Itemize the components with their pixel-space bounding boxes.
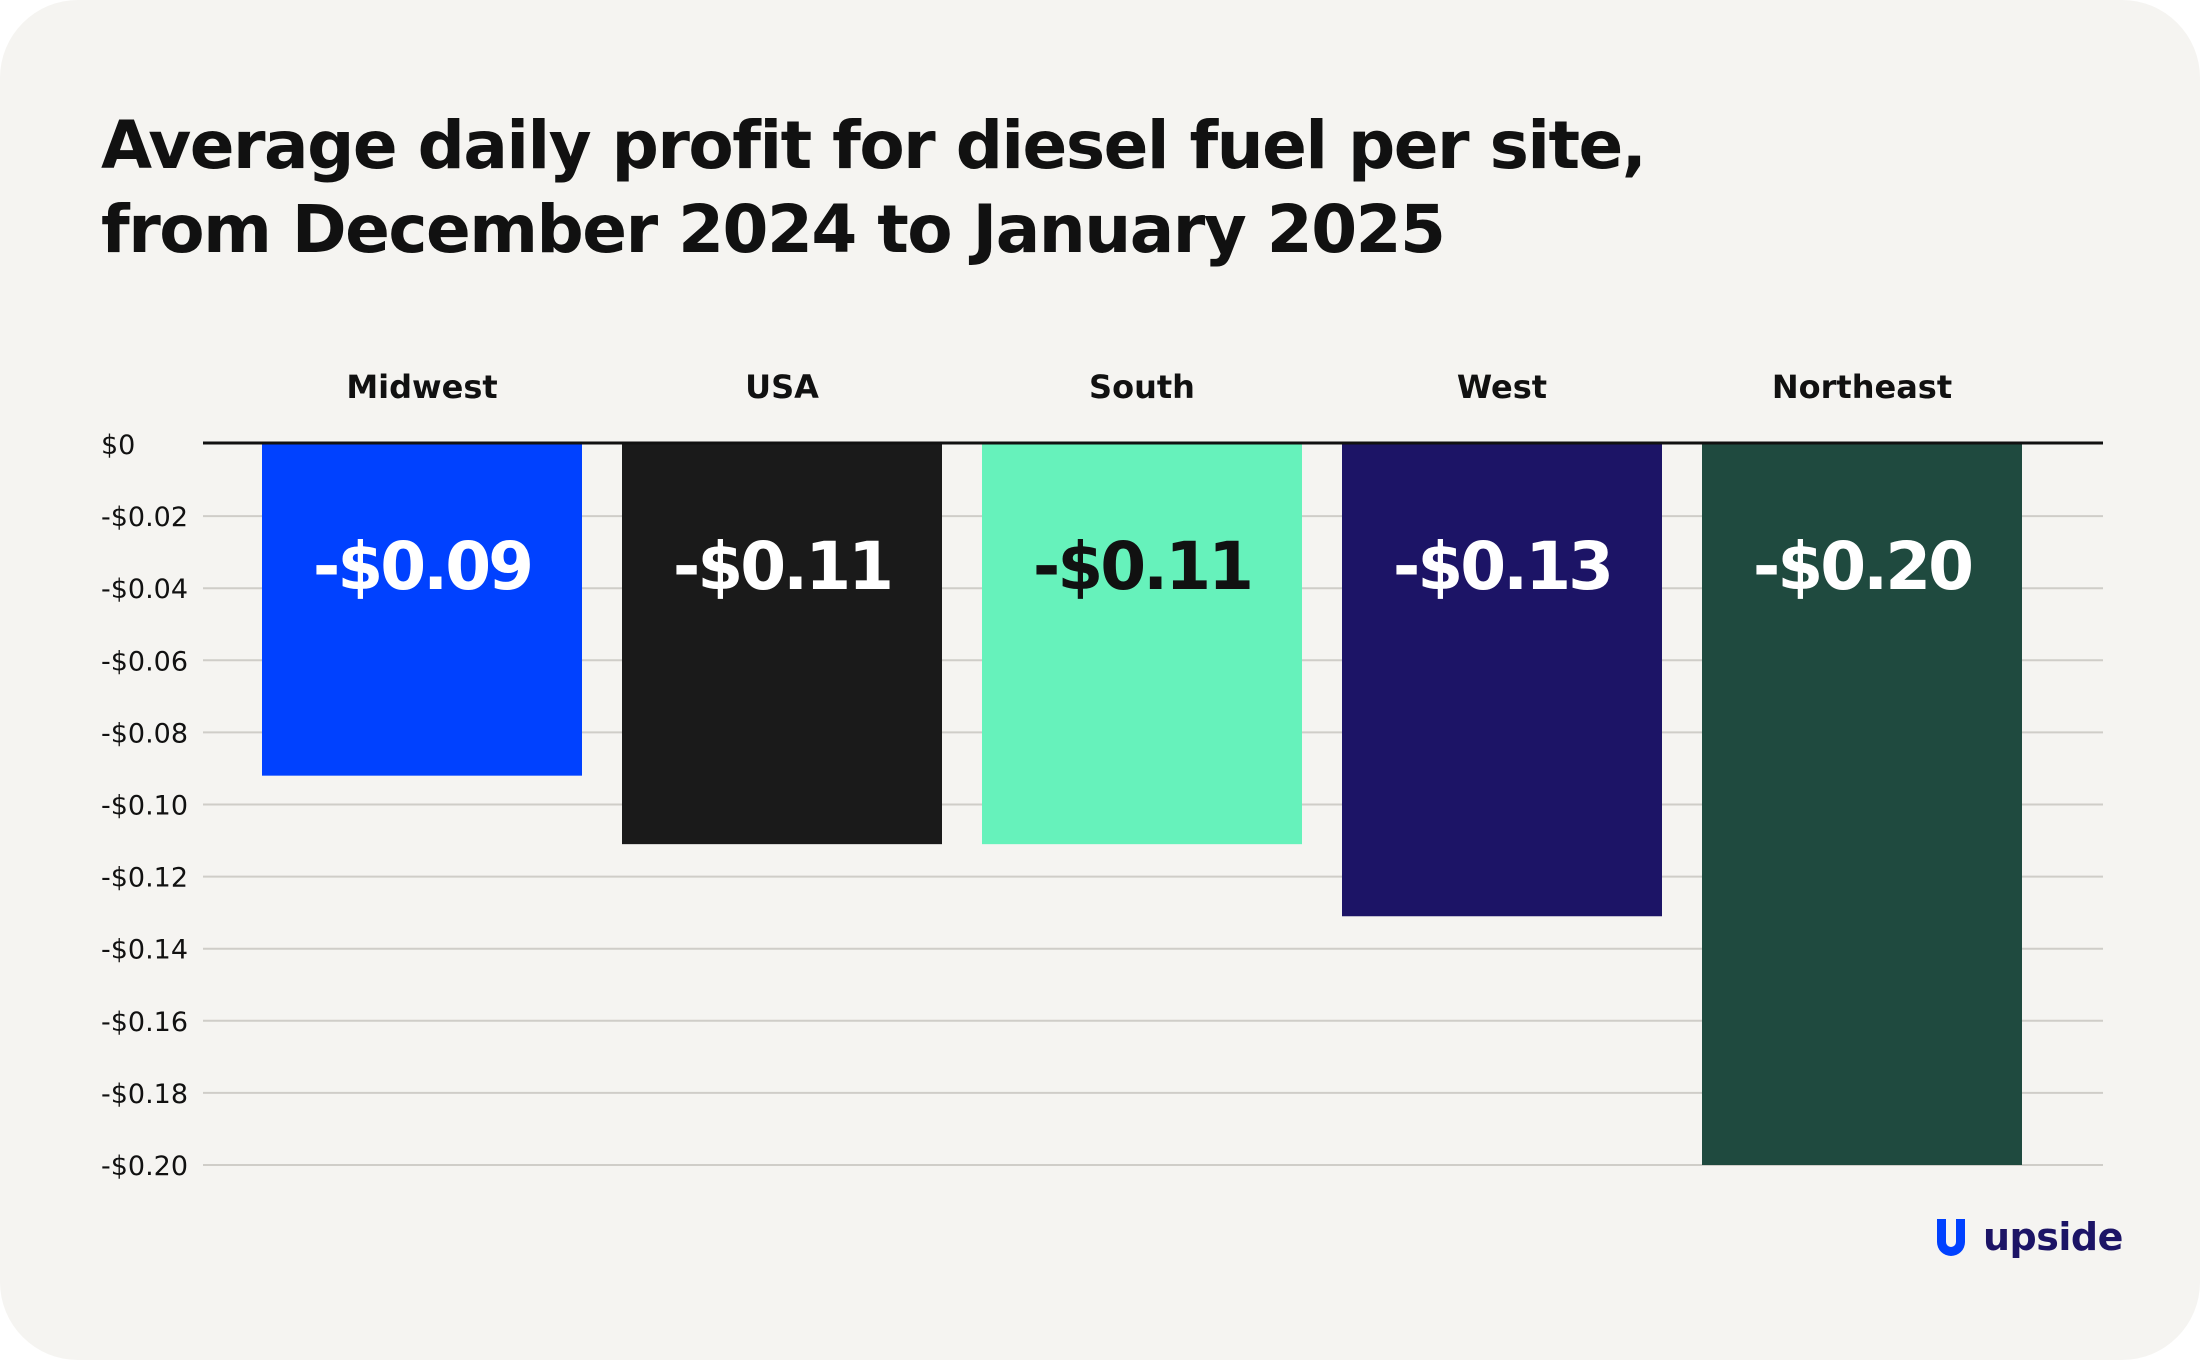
- category-label: Northeast: [1772, 368, 1952, 406]
- y-tick-label: -$0.08: [101, 718, 188, 749]
- category-label: South: [1089, 368, 1195, 406]
- y-tick-label: $0: [101, 430, 135, 461]
- y-tick-label: -$0.02: [101, 502, 188, 533]
- y-tick-label: -$0.10: [101, 791, 188, 822]
- upside-logo-icon: [1937, 1219, 1965, 1256]
- bar-midwest: [262, 444, 582, 776]
- category-label: West: [1457, 368, 1547, 406]
- bar-south: [982, 444, 1302, 845]
- y-tick-label: -$0.16: [101, 1007, 188, 1038]
- y-tick-label: -$0.06: [101, 646, 188, 677]
- category-label: USA: [745, 368, 819, 406]
- upside-logo: upside: [1931, 1212, 2123, 1262]
- upside-logo-text: upside: [1983, 1215, 2123, 1259]
- y-tick-label: -$0.14: [101, 935, 188, 966]
- chart-title-line-1: Average daily profit for diesel fuel per…: [101, 107, 1647, 184]
- bar-usa: [622, 444, 942, 845]
- data-label: -$0.13: [1393, 528, 1611, 605]
- bar-west: [1342, 444, 1662, 917]
- chart-title-line-2: from December 2024 to January 2025: [101, 191, 1446, 268]
- y-tick-label: -$0.18: [101, 1079, 188, 1110]
- y-tick-label: -$0.20: [101, 1151, 188, 1182]
- data-label: -$0.11: [1033, 528, 1251, 605]
- bar-northeast: [1702, 444, 2022, 1165]
- data-label: -$0.09: [313, 528, 531, 605]
- y-tick-label: -$0.04: [101, 574, 188, 605]
- category-label: Midwest: [346, 368, 497, 406]
- data-label: -$0.20: [1753, 528, 1971, 605]
- chart-title: Average daily profit for diesel fuel per…: [101, 104, 2001, 272]
- data-label: -$0.11: [673, 528, 891, 605]
- y-tick-label: -$0.12: [101, 863, 188, 894]
